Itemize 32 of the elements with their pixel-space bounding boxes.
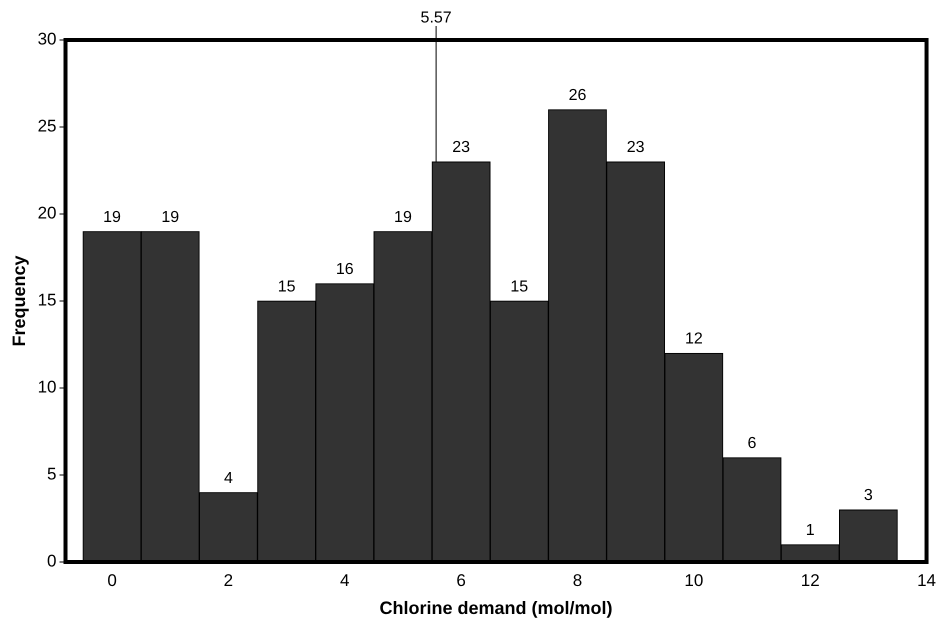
x-tick-label: 2 bbox=[224, 570, 234, 590]
ref-line-label: 5.57 bbox=[420, 9, 452, 26]
x-axis-title: Chlorine demand (mol/mol) bbox=[380, 598, 613, 618]
y-tick-label: 20 bbox=[38, 204, 57, 223]
x-tick-label: 0 bbox=[107, 570, 117, 590]
data-label: 19 bbox=[103, 208, 122, 226]
data-label: 26 bbox=[568, 87, 586, 104]
x-tick-label: 10 bbox=[684, 570, 704, 590]
x-tick-label: 14 bbox=[917, 570, 936, 590]
y-tick-label: 15 bbox=[38, 290, 57, 310]
x-tick-label: 6 bbox=[456, 570, 466, 590]
data-label: 3 bbox=[864, 487, 873, 504]
data-label: 23 bbox=[452, 139, 470, 156]
y-tick-label: 30 bbox=[38, 30, 57, 49]
data-label: 16 bbox=[336, 261, 354, 278]
x-tick-label: 12 bbox=[800, 570, 820, 590]
x-tick-label: 4 bbox=[340, 570, 350, 590]
data-label: 19 bbox=[394, 208, 412, 226]
data-label: 4 bbox=[224, 470, 233, 487]
data-label: 15 bbox=[510, 278, 528, 296]
y-tick-label: 25 bbox=[38, 116, 57, 136]
data-label: 15 bbox=[278, 278, 296, 296]
data-label: 1 bbox=[806, 522, 815, 540]
y-tick-label: 5 bbox=[47, 464, 57, 484]
data-label: 12 bbox=[684, 330, 703, 348]
data-label: 23 bbox=[626, 139, 645, 156]
x-tick-label: 8 bbox=[572, 570, 582, 590]
data-label: 6 bbox=[748, 435, 757, 452]
y-axis-title: Frequency bbox=[8, 255, 29, 347]
data-label: 19 bbox=[161, 208, 180, 226]
y-tick-label: 0 bbox=[47, 552, 57, 571]
y-tick-label: 10 bbox=[38, 378, 57, 397]
